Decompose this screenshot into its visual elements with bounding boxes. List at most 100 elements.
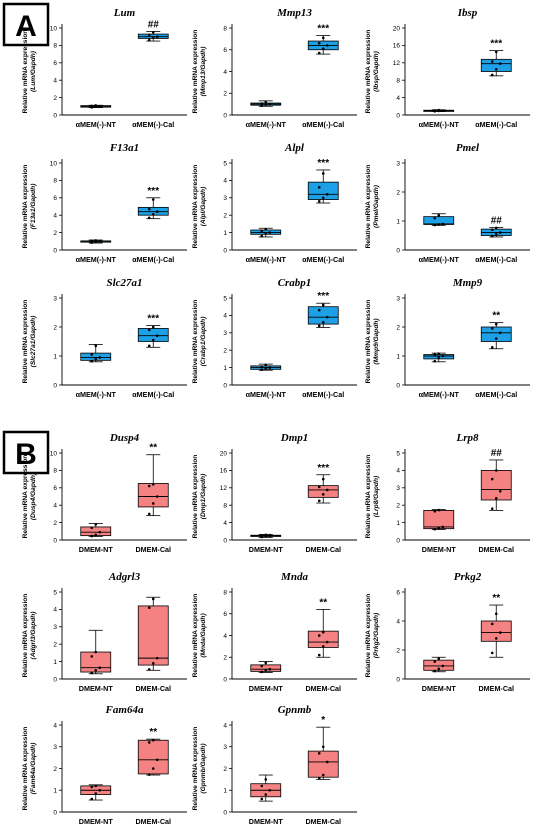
data-point	[433, 359, 437, 363]
data-point	[498, 631, 502, 634]
data-point	[260, 670, 264, 674]
x-category-label: DMEM-NT	[249, 545, 284, 554]
data-point	[437, 667, 441, 671]
x-category-label: DMEM-Cal	[478, 684, 514, 693]
x-category-label: DMEM-NT	[422, 684, 457, 693]
data-point	[94, 357, 98, 361]
x-category-label: DMEM-Cal	[478, 545, 514, 554]
data-point	[433, 353, 437, 356]
significance-marker: ***	[490, 39, 502, 50]
y-axis-label-ratio: (Ibsp/Gapdh)	[373, 51, 380, 92]
y-tick-label: 3	[53, 295, 57, 302]
y-axis-label: Relative mRNA expression	[22, 300, 29, 384]
y-tick-label: 2	[53, 520, 57, 527]
data-point	[147, 216, 151, 220]
data-point	[90, 239, 94, 243]
y-tick-label: 4	[223, 722, 227, 729]
data-point	[268, 534, 272, 537]
box-treated	[307, 169, 339, 204]
significance-marker: *	[321, 715, 325, 726]
box-treated	[480, 226, 512, 238]
chart-title: Ibsp	[457, 7, 478, 19]
x-category-label: DMEM-Cal	[305, 545, 341, 554]
data-point	[264, 793, 268, 796]
data-point	[90, 534, 94, 538]
data-point	[151, 483, 155, 486]
data-point	[155, 210, 159, 214]
y-axis-label: Relative mRNA expression	[365, 594, 372, 678]
significance-marker: **	[149, 443, 157, 454]
data-point	[441, 525, 445, 529]
x-category-label: αMEM(-)-NT	[246, 120, 287, 129]
y-tick-label: 2	[396, 647, 400, 654]
y-axis-label: Relative mRNA expression	[192, 594, 199, 678]
data-point	[94, 784, 98, 788]
chart-alpl: Alpl Relative mRNA expression (Alpl/Gapdh)…	[192, 142, 357, 264]
y-tick-label: 8	[223, 503, 227, 510]
data-point	[490, 228, 494, 231]
y-tick-label: 2	[223, 213, 227, 220]
data-point	[260, 664, 264, 668]
chart-title: Alpl	[284, 142, 305, 154]
y-tick-label: 4	[53, 213, 57, 220]
chart-fam64a: Fam64a Relative mRNA expression (Fam64a/Ga…	[22, 704, 187, 826]
y-tick-label: 0	[396, 537, 400, 544]
x-category-label: DMEM-NT	[249, 684, 284, 693]
y-tick-label: 4	[53, 78, 57, 85]
y-tick-label: 1	[396, 218, 400, 225]
chart-mmp13: Mmp13 Relative mRNA expression (Mmp13/Gapd…	[192, 7, 357, 129]
y-axis-label: Relative mRNA expression	[365, 455, 372, 539]
data-point	[90, 359, 94, 363]
y-tick-label: 1	[223, 365, 227, 372]
box-iqr	[80, 352, 112, 361]
y-tick-label: 2	[223, 348, 227, 355]
data-point	[90, 104, 94, 108]
y-tick-label: 0	[53, 382, 57, 389]
chart-title: Gpnmb	[278, 704, 312, 716]
data-point	[264, 100, 268, 104]
y-tick-label: 0	[53, 247, 57, 254]
data-point	[441, 354, 445, 358]
data-point	[490, 234, 494, 238]
data-point	[94, 792, 98, 795]
data-point	[98, 666, 102, 669]
y-tick-label: 5	[223, 295, 227, 302]
box-treated	[137, 738, 169, 776]
y-axis-label: Relative mRNA expression	[22, 30, 29, 114]
data-point	[498, 331, 502, 335]
y-tick-label: 4	[223, 520, 227, 527]
y-tick-label: 2	[396, 324, 400, 331]
data-point	[151, 213, 155, 216]
x-category-label: αMEM(-)-NT	[246, 390, 287, 399]
box-treated	[307, 609, 339, 658]
y-tick-label: 2	[53, 230, 57, 237]
y-tick-label: 1	[53, 788, 57, 795]
y-axis-label: Relative mRNA expression	[22, 594, 29, 678]
box-iqr	[307, 306, 339, 325]
y-axis-label-ratio: (Mmp13/Gapdh)	[200, 47, 207, 97]
y-tick-label: 20	[220, 450, 228, 457]
chart-title: F13a1	[109, 142, 139, 154]
panel-a-letter: A	[15, 10, 37, 43]
data-point	[268, 788, 272, 792]
data-point	[260, 797, 264, 801]
box-control	[423, 656, 455, 673]
data-point	[325, 488, 329, 492]
data-point	[325, 760, 329, 764]
y-tick-label: 0	[396, 112, 400, 119]
data-point	[147, 328, 151, 332]
data-point	[147, 344, 151, 348]
data-point	[147, 606, 151, 609]
chart-dmp1: Dmp1 Relative mRNA expression (Dmp1/Gapdh)…	[192, 432, 357, 554]
data-point	[94, 523, 98, 526]
y-tick-label: 5	[396, 450, 400, 457]
box-treated	[480, 50, 512, 77]
x-category-label: DMEM-NT	[79, 817, 114, 826]
chart-f13a1: F13a1 Relative mRNA expression (F13a1/Gapd…	[22, 142, 187, 264]
data-point	[498, 62, 502, 65]
y-tick-label: 6	[53, 195, 57, 202]
chart-title: Lrp8	[456, 432, 480, 444]
data-point	[147, 484, 151, 488]
